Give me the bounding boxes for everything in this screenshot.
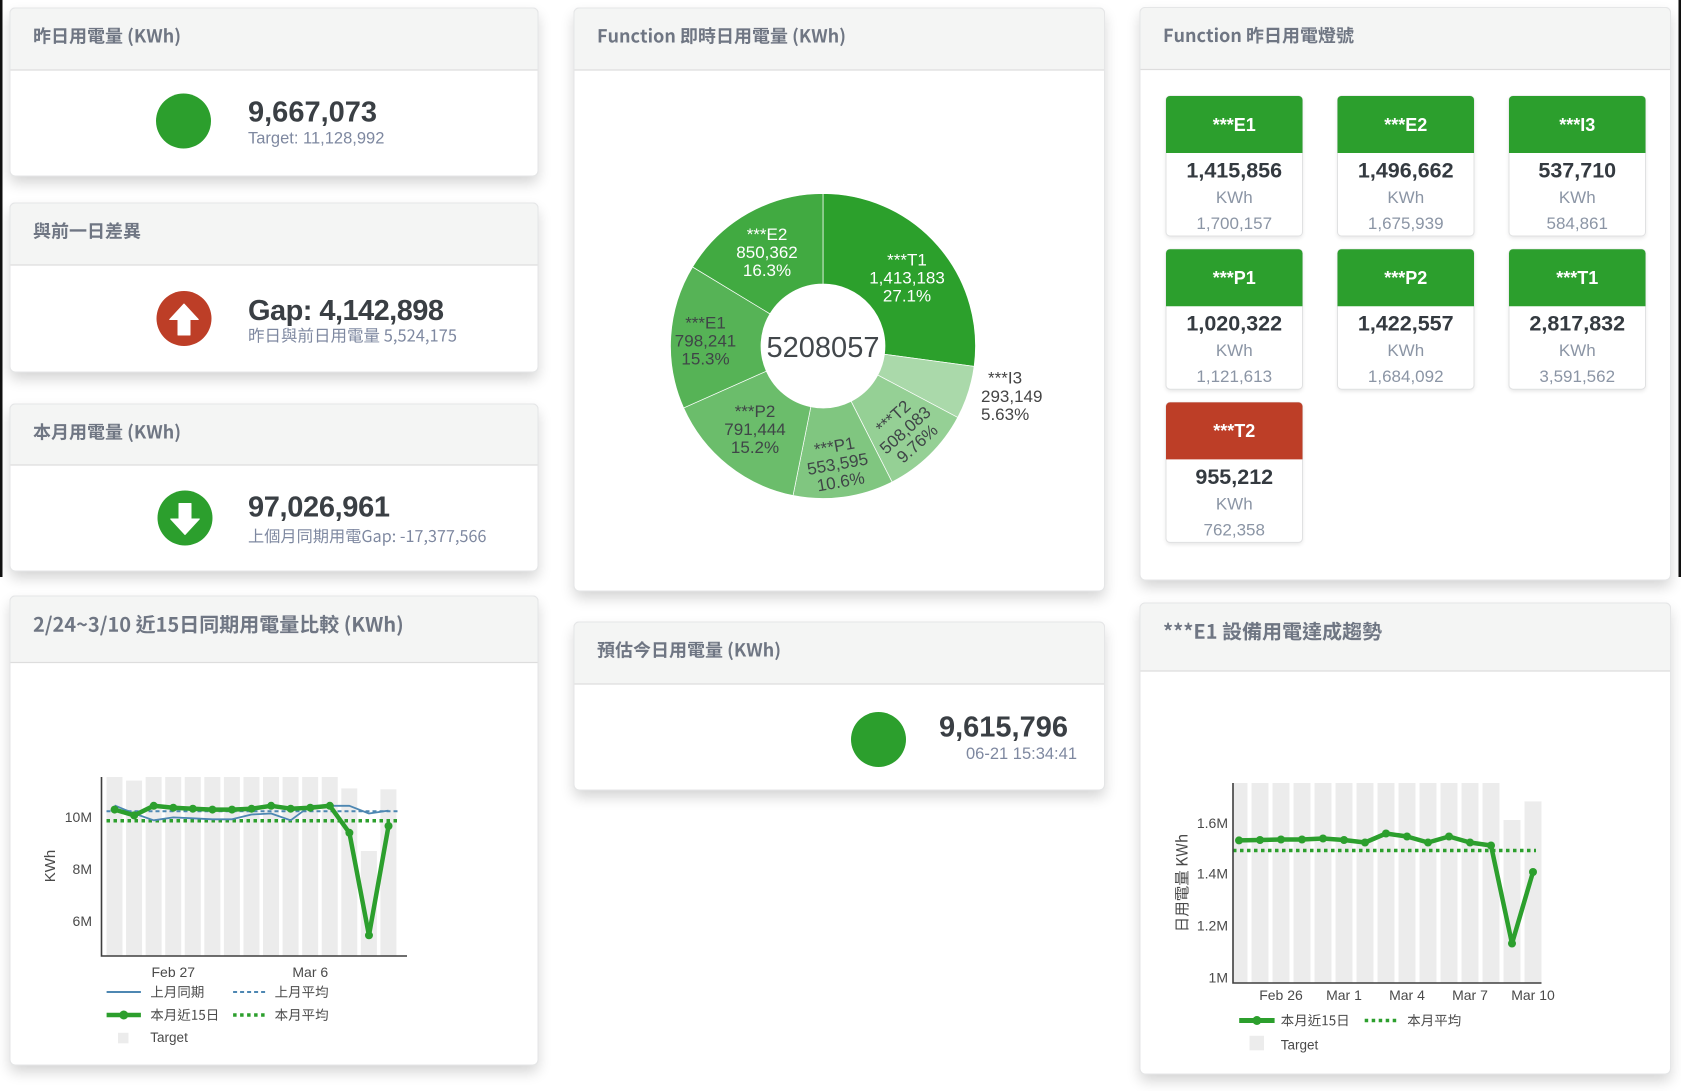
svg-text:6M: 6M: [73, 913, 92, 929]
svg-text:1.4M: 1.4M: [1197, 865, 1228, 881]
svg-text:***E1: ***E1: [685, 314, 726, 333]
svg-text:798,241: 798,241: [675, 332, 736, 351]
svg-text:***P2: ***P2: [1384, 268, 1427, 288]
svg-text:15.2%: 15.2%: [731, 438, 779, 457]
svg-text:9,615,796: 9,615,796: [939, 712, 1068, 744]
svg-text:293,149: 293,149: [981, 387, 1042, 406]
svg-text:1,413,183: 1,413,183: [869, 269, 945, 288]
svg-text:Target: 11,128,992: Target: 11,128,992: [248, 130, 384, 148]
svg-text:8M: 8M: [73, 861, 92, 877]
svg-text:2,817,832: 2,817,832: [1529, 312, 1625, 336]
svg-text:KWh: KWh: [1387, 188, 1424, 207]
svg-text:537,710: 537,710: [1538, 159, 1616, 183]
svg-text:***E2: ***E2: [747, 225, 788, 244]
svg-text:Gap: 4,142,898: Gap: 4,142,898: [248, 295, 444, 327]
svg-text:KWh: KWh: [42, 850, 59, 883]
svg-text:Mar 10: Mar 10: [1511, 987, 1555, 1003]
svg-text:15.3%: 15.3%: [681, 350, 729, 369]
svg-text:27.1%: 27.1%: [883, 287, 931, 306]
svg-text:Mar 4: Mar 4: [1389, 987, 1425, 1003]
svg-text:KWh: KWh: [1559, 188, 1596, 207]
svg-text:5.63%: 5.63%: [981, 405, 1029, 424]
svg-text:1M: 1M: [1209, 969, 1228, 985]
svg-text:Target: Target: [150, 1030, 188, 1045]
svg-text:1,020,322: 1,020,322: [1186, 312, 1282, 336]
svg-text:791,444: 791,444: [724, 420, 785, 439]
svg-text:***P2: ***P2: [735, 402, 776, 421]
svg-text:***I3: ***I3: [988, 369, 1022, 388]
svg-text:***T1: ***T1: [887, 251, 927, 270]
svg-text:16.3%: 16.3%: [743, 261, 791, 280]
svg-text:762,358: 762,358: [1204, 520, 1265, 539]
svg-text:Target: Target: [1281, 1037, 1319, 1052]
svg-text:1,422,557: 1,422,557: [1358, 312, 1454, 336]
svg-text:584,861: 584,861: [1547, 214, 1608, 233]
svg-text:1,121,613: 1,121,613: [1196, 367, 1272, 386]
svg-text:850,362: 850,362: [736, 243, 797, 262]
svg-text:955,212: 955,212: [1195, 465, 1273, 489]
svg-text:10M: 10M: [65, 809, 92, 825]
svg-text:***E2: ***E2: [1384, 115, 1427, 135]
svg-text:KWh: KWh: [1387, 341, 1424, 360]
svg-text:KWh: KWh: [1559, 341, 1596, 360]
svg-text:1,496,662: 1,496,662: [1358, 159, 1454, 183]
svg-text:Mar 1: Mar 1: [1326, 987, 1362, 1003]
svg-text:1,684,092: 1,684,092: [1368, 367, 1444, 386]
svg-text:Feb 26: Feb 26: [1259, 987, 1303, 1003]
svg-text:Feb 27: Feb 27: [152, 964, 196, 980]
svg-text:***I3: ***I3: [1559, 115, 1595, 135]
svg-text:9,667,073: 9,667,073: [248, 97, 377, 129]
svg-text:06-21 15:34:41: 06-21 15:34:41: [966, 745, 1077, 763]
svg-text:***E1: ***E1: [1213, 115, 1256, 135]
svg-text:Mar 7: Mar 7: [1452, 987, 1488, 1003]
svg-text:KWh: KWh: [1216, 341, 1253, 360]
svg-text:1.2M: 1.2M: [1197, 917, 1228, 933]
svg-text:1,415,856: 1,415,856: [1186, 159, 1282, 183]
svg-text:KWh: KWh: [1216, 494, 1253, 513]
svg-text:Mar 6: Mar 6: [292, 964, 328, 980]
svg-text:1,700,157: 1,700,157: [1196, 214, 1272, 233]
svg-text:***T1: ***T1: [1556, 268, 1598, 288]
svg-text:5208057: 5208057: [767, 332, 880, 364]
svg-text:1,675,939: 1,675,939: [1368, 214, 1444, 233]
svg-text:3,591,562: 3,591,562: [1539, 367, 1615, 386]
svg-text:1.6M: 1.6M: [1197, 815, 1228, 831]
svg-text:97,026,961: 97,026,961: [248, 492, 390, 524]
svg-text:***T2: ***T2: [1213, 421, 1255, 441]
svg-text:KWh: KWh: [1216, 188, 1253, 207]
svg-text:***P1: ***P1: [1213, 268, 1256, 288]
